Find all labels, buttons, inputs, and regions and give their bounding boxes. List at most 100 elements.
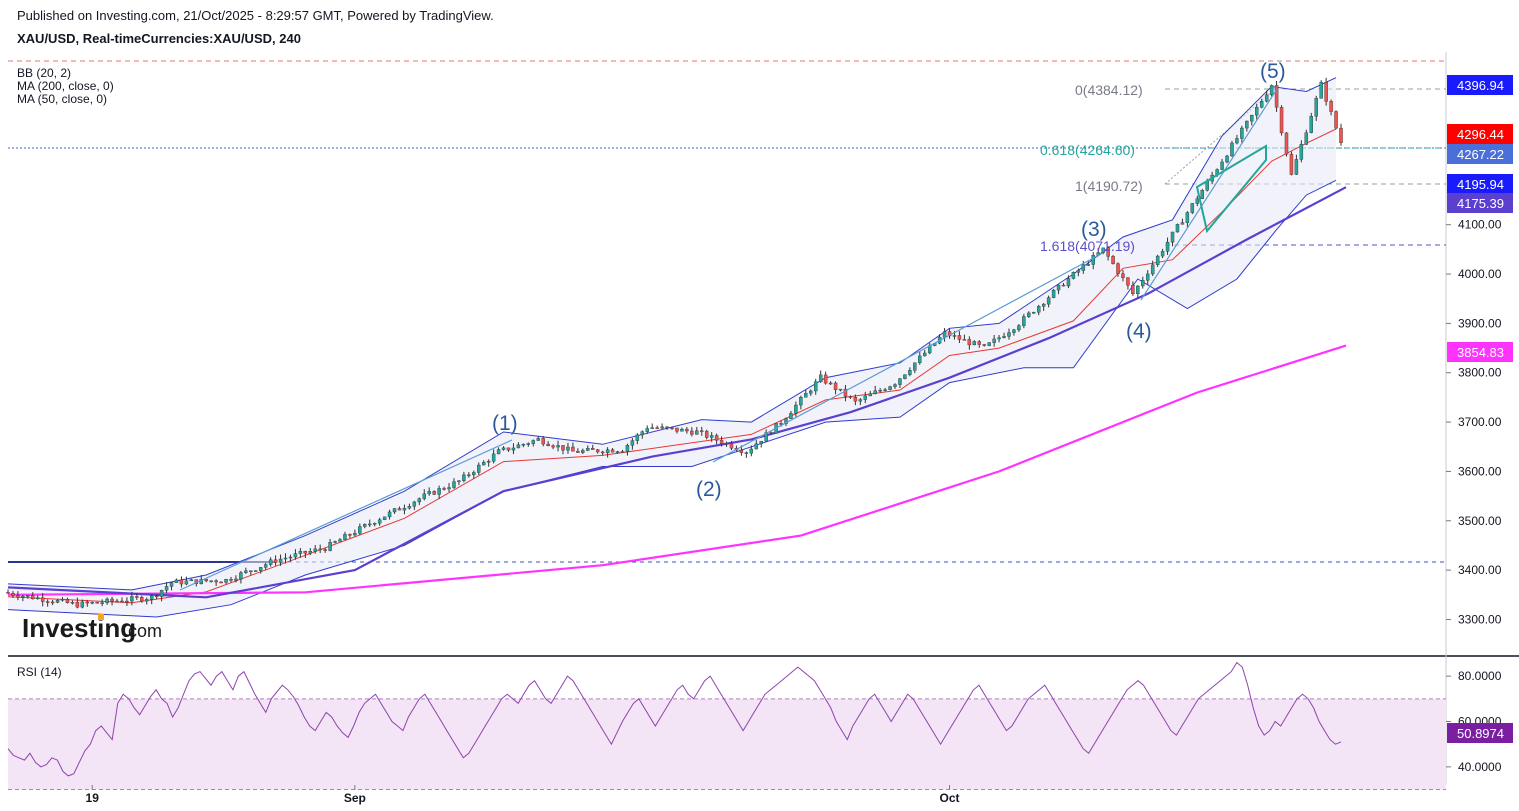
wave-label-4[interactable]: (4) bbox=[1126, 320, 1152, 343]
candle bbox=[873, 390, 877, 395]
candle bbox=[45, 601, 50, 603]
candle bbox=[1334, 111, 1338, 129]
candle bbox=[293, 553, 298, 558]
ma50-legend[interactable]: MA (50, close, 0) bbox=[17, 92, 108, 106]
candle bbox=[1126, 277, 1130, 286]
badge-red-bg bbox=[1447, 124, 1513, 144]
trendline-wave-3[interactable] bbox=[712, 253, 1102, 463]
rising-wedge[interactable] bbox=[1195, 144, 1267, 234]
candle bbox=[313, 548, 317, 552]
candle bbox=[472, 472, 476, 476]
candle bbox=[50, 601, 55, 604]
candle bbox=[1180, 222, 1185, 225]
wave-label-5[interactable]: (5) bbox=[1260, 60, 1286, 83]
price-axis[interactable]: 3300.00 3400.00 3500.00 3600.00 3700.00 3800.… bbox=[1446, 218, 1502, 627]
candle bbox=[794, 404, 798, 414]
candle bbox=[833, 382, 838, 390]
candle bbox=[338, 539, 342, 542]
candle bbox=[918, 355, 922, 364]
candle bbox=[1250, 114, 1254, 122]
candle bbox=[769, 432, 773, 434]
badge-red: 4296.44 bbox=[1457, 127, 1504, 142]
candlesticks bbox=[6, 77, 1343, 609]
rsi-legend[interactable]: RSI (14) bbox=[17, 665, 62, 679]
ma200-legend[interactable]: MA (200, close, 0) bbox=[17, 79, 114, 93]
candle bbox=[496, 449, 501, 455]
candle bbox=[863, 395, 868, 400]
candle bbox=[1027, 312, 1031, 317]
candle bbox=[31, 595, 35, 600]
candle bbox=[898, 378, 902, 385]
candle bbox=[1274, 85, 1279, 108]
candle bbox=[1185, 212, 1190, 223]
trendline-wave-5[interactable] bbox=[1140, 88, 1278, 301]
candle bbox=[1086, 264, 1091, 266]
candle bbox=[1279, 106, 1284, 134]
price-tick-label: 3600.00 bbox=[1458, 464, 1502, 478]
time-axis[interactable]: 19 Sep Oct bbox=[86, 785, 960, 805]
candle bbox=[799, 397, 803, 406]
candle bbox=[323, 549, 327, 551]
candle bbox=[1289, 153, 1294, 175]
price-tick-label: 3400.00 bbox=[1458, 563, 1502, 577]
fib-label-0: 0(4384.12) bbox=[1075, 82, 1143, 98]
candle bbox=[1339, 127, 1343, 143]
candle bbox=[888, 386, 892, 390]
candle bbox=[234, 578, 238, 581]
candle bbox=[283, 557, 288, 560]
badge-ma50: 4195.94 bbox=[1457, 177, 1504, 192]
bb-upper-line bbox=[7, 77, 1337, 591]
candle bbox=[1190, 203, 1195, 213]
candle bbox=[140, 597, 144, 602]
candle bbox=[818, 374, 823, 382]
candle bbox=[784, 418, 788, 424]
wave-label-3[interactable]: (3) bbox=[1081, 218, 1107, 241]
candle bbox=[828, 382, 833, 385]
moving-averages bbox=[7, 186, 1347, 599]
badge-purple: 4175.39 bbox=[1457, 196, 1504, 211]
candle bbox=[412, 501, 417, 507]
candle bbox=[883, 389, 887, 391]
candle bbox=[690, 430, 694, 435]
candle bbox=[709, 435, 714, 438]
candle bbox=[675, 427, 679, 432]
candle bbox=[1314, 98, 1318, 117]
candle bbox=[457, 480, 461, 482]
candle bbox=[714, 435, 719, 441]
candle bbox=[169, 582, 174, 587]
ma200-line bbox=[7, 344, 1347, 596]
candle bbox=[1121, 273, 1125, 278]
candle bbox=[392, 508, 397, 513]
candle bbox=[536, 438, 540, 441]
candle bbox=[695, 430, 699, 435]
candle bbox=[1200, 190, 1204, 200]
candle bbox=[635, 434, 640, 441]
price-tick-label: 3700.00 bbox=[1458, 415, 1502, 429]
candle bbox=[942, 331, 947, 338]
candle bbox=[422, 493, 426, 499]
candle bbox=[1041, 303, 1046, 307]
candle bbox=[586, 448, 590, 451]
candle bbox=[1111, 256, 1115, 264]
trendline-wave-1[interactable] bbox=[179, 439, 513, 591]
candle bbox=[838, 388, 843, 391]
candle bbox=[328, 542, 332, 551]
candle bbox=[1071, 272, 1076, 279]
candle bbox=[1106, 247, 1110, 257]
candle bbox=[36, 597, 40, 600]
wave-label-2[interactable]: (2) bbox=[696, 478, 722, 501]
candle bbox=[962, 339, 967, 341]
candle bbox=[105, 598, 109, 603]
wave-label-1[interactable]: (1) bbox=[492, 412, 518, 435]
candle bbox=[1284, 132, 1289, 155]
candle bbox=[566, 446, 570, 451]
candle bbox=[868, 393, 872, 397]
candle bbox=[1076, 270, 1081, 273]
candle bbox=[1116, 263, 1120, 274]
bb-legend[interactable]: BB (20, 2) bbox=[17, 66, 72, 80]
candle bbox=[1304, 132, 1309, 145]
candle bbox=[1051, 289, 1056, 298]
candle bbox=[318, 548, 322, 551]
